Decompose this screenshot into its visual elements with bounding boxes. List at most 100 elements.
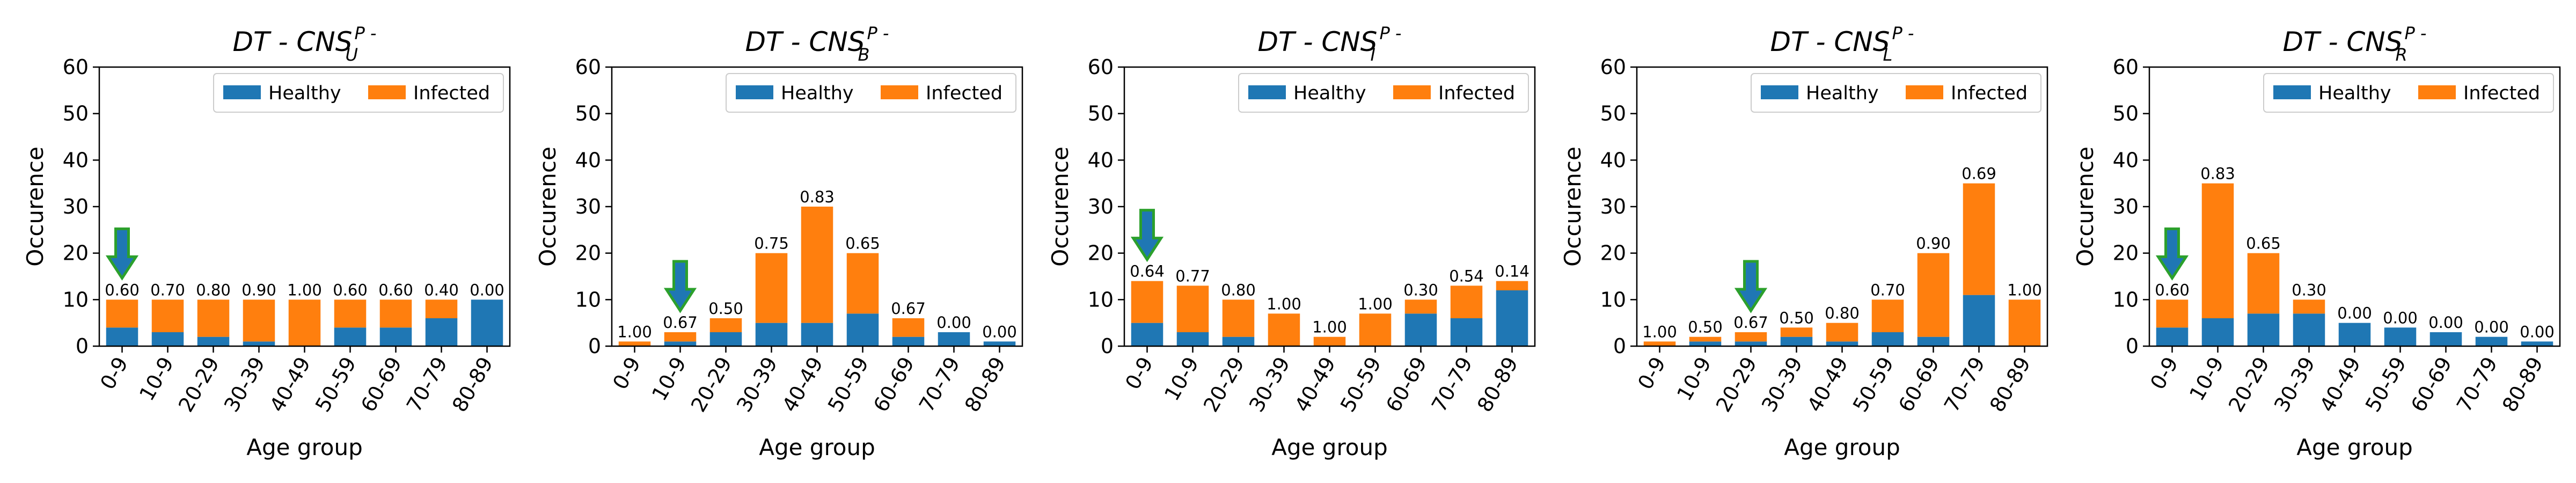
x-tick-label: 20-29 (1711, 353, 1761, 416)
bar-healthy (106, 327, 138, 346)
legend-swatch-healthy (1761, 85, 1798, 99)
bar-value-label: 1.00 (1267, 295, 1301, 313)
bar-infected (2247, 253, 2280, 314)
bar-healthy (1917, 336, 1950, 346)
x-tick-label: 60-69 (1894, 353, 1944, 416)
y-tick-label: 40 (63, 148, 89, 172)
x-tick-label: 10-9 (2185, 353, 2228, 405)
bar-value-label: 0.67 (891, 299, 926, 318)
legend-swatch-infected (2418, 85, 2456, 99)
bar-healthy (2293, 313, 2325, 346)
bar-healthy (2201, 318, 2234, 346)
y-tick-label: 50 (2113, 102, 2139, 126)
bar-value-label: 0.00 (2337, 304, 2372, 323)
bar-value-label: 0.83 (2200, 165, 2235, 183)
legend-swatch-infected (1393, 85, 1431, 99)
x-tick-label: 60-69 (2406, 353, 2456, 416)
x-tick-label: 40-49 (778, 353, 828, 416)
legend-label-healthy: Healthy (2318, 83, 2391, 104)
bar-value-label: 0.30 (1403, 281, 1438, 299)
y-tick-label: 60 (1600, 55, 1626, 79)
y-axis-label: Occurence (535, 147, 561, 267)
indicator-arrow-icon (2155, 227, 2189, 281)
bar-infected (709, 318, 742, 332)
bar-value-label: 1.00 (1358, 295, 1393, 313)
bar-value-label: 0.54 (1449, 267, 1484, 285)
bar-infected (425, 299, 458, 318)
bar-infected (846, 253, 879, 314)
bar-infected (288, 299, 321, 346)
legend-label-infected: Infected (1951, 83, 2028, 104)
bar-infected (618, 341, 651, 346)
bar-healthy (2475, 336, 2508, 346)
x-tick-label: 20-29 (686, 353, 736, 416)
bar-healthy (1176, 332, 1209, 346)
chart-title-subscript: U (345, 45, 357, 65)
legend-box (1238, 73, 1529, 113)
chart-title-main: DT - CNS (745, 26, 865, 57)
y-tick-label: 30 (575, 195, 601, 218)
y-tick-label: 60 (575, 55, 601, 79)
bar-value-label: 0.90 (241, 281, 276, 299)
bar-healthy (1735, 341, 1767, 346)
bar-value-label: 1.00 (617, 323, 652, 341)
bar-value-label: 0.75 (754, 235, 789, 253)
legend-box (726, 73, 1016, 113)
bar-infected (1496, 281, 1528, 290)
chart-panel-1: DT - CNS P -U 0 10 20 30 40 50 60 0.60 0-9 0.70 10-9… (22, 23, 511, 460)
x-axis-label: Age group (759, 434, 875, 460)
bar-value-label: 0.70 (150, 281, 185, 299)
legend-box (2263, 73, 2554, 113)
legend-label-healthy: Healthy (1293, 83, 1366, 104)
bar-value-label: 0.00 (2520, 323, 2555, 341)
bar-healthy (151, 332, 184, 346)
bar-value-label: 0.64 (1130, 262, 1165, 281)
chart-title: DT - CNS P -I (1258, 23, 1402, 65)
legend-label-infected: Infected (1438, 83, 1515, 104)
y-tick-label: 0 (1101, 334, 1114, 358)
x-tick-label: 50-59 (1848, 353, 1898, 416)
x-tick-label: 80-89 (2498, 353, 2548, 416)
bar-healthy (2156, 327, 2189, 346)
bar-infected (1780, 327, 1813, 337)
y-tick-label: 20 (63, 241, 89, 265)
bar-value-label: 0.69 (1962, 165, 1996, 183)
bar-healthy (892, 336, 925, 346)
bar-infected (1176, 286, 1209, 332)
bar-healthy (755, 323, 788, 346)
bar-value-label: 0.14 (1495, 262, 1529, 281)
chart-title-main: DT - CNS (1770, 26, 1890, 57)
plot-frame (1636, 66, 2048, 347)
x-tick-label: 40-49 (1290, 353, 1340, 416)
bar-value-label: 0.90 (1916, 235, 1951, 253)
x-tick-label: 70-79 (1940, 353, 1989, 416)
x-tick-label: 80-89 (1473, 353, 1523, 416)
y-tick-label: 60 (63, 55, 89, 79)
bar-healthy (846, 313, 879, 346)
x-tick-label: 30-39 (219, 353, 269, 416)
bar-value-label: 0.00 (2474, 318, 2509, 336)
bar-value-label: 0.80 (1221, 281, 1256, 299)
y-tick-label: 50 (1600, 102, 1626, 126)
bar-infected (2201, 183, 2234, 318)
chart-title-subscript: R (2395, 45, 2407, 65)
x-tick-label: 20-29 (174, 353, 224, 416)
y-tick-label: 50 (63, 102, 89, 126)
x-tick-label: 0-9 (96, 353, 133, 394)
x-tick-label: 10-9 (1672, 353, 1716, 405)
x-tick-label: 70-79 (1427, 353, 1477, 416)
bar-value-label: 0.30 (2292, 281, 2326, 299)
y-tick-label: 30 (1600, 195, 1626, 218)
x-tick-label: 0-9 (1633, 353, 1670, 394)
x-tick-label: 60-69 (356, 353, 406, 416)
x-tick-label: 10-9 (1160, 353, 1203, 405)
legend-swatch-healthy (1248, 85, 1286, 99)
bar-value-label: 1.00 (1312, 318, 1347, 336)
y-axis-label: Occurence (2072, 147, 2098, 267)
x-tick-label: 50-59 (2361, 353, 2411, 416)
bar-value-label: 0.00 (2428, 313, 2463, 332)
x-tick-label: 40-49 (265, 353, 315, 416)
plot-frame (2148, 66, 2561, 347)
bar-value-label: 0.50 (1688, 318, 1723, 336)
bar-infected (2008, 299, 2041, 346)
